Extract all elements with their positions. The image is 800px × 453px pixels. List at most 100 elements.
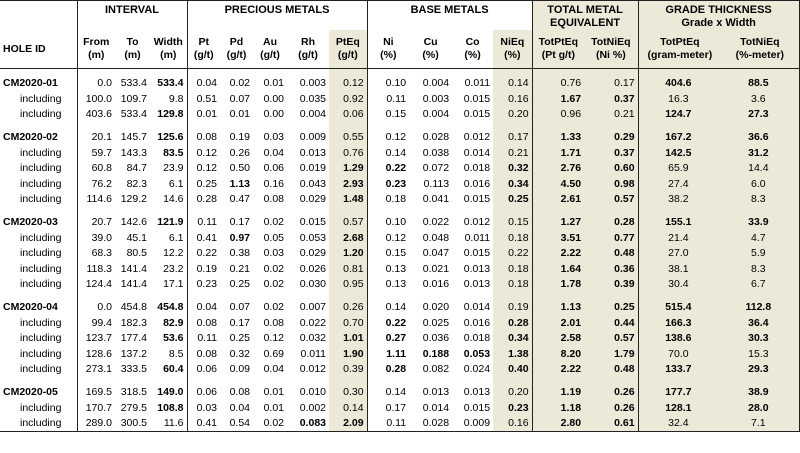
- value-cell: 0.40: [493, 362, 533, 378]
- value-cell: 0.08: [263, 316, 285, 329]
- value-cell: 0.011: [464, 231, 491, 244]
- value-cell: 0.10: [366, 214, 410, 231]
- value-cell: 0.23: [493, 400, 533, 416]
- value-cell: 0.12: [366, 129, 410, 146]
- value-cell: 0.76: [329, 145, 368, 161]
- hole-id-cell: including: [20, 401, 62, 414]
- value-cell: 38.9: [721, 384, 800, 401]
- spacer-cell: [0, 208, 77, 215]
- spacer-cell: [721, 377, 800, 385]
- column-header: To (m): [115, 30, 150, 69]
- column-header-name: Width: [153, 36, 183, 48]
- value-cell: 0.08: [186, 346, 221, 363]
- value-cell: 28.0: [721, 400, 800, 416]
- spacer-cell: [186, 68, 221, 76]
- spacer-row: [0, 122, 800, 130]
- including-row: including 76.2 82.3 6.1 0.25 1.13 0.16 0.043 2.9…: [0, 176, 800, 193]
- value-cell: 0.02: [263, 301, 285, 314]
- hole-id-cell: CM2020-02: [3, 131, 58, 144]
- value-cell: 0.28: [584, 214, 639, 231]
- value-cell: 0.23: [366, 176, 410, 193]
- spacer-cell: [76, 292, 115, 300]
- value-cell: 0.04: [186, 76, 221, 92]
- spacer-cell: [493, 377, 533, 385]
- value-cell: 177.4: [120, 332, 147, 345]
- hole-row: CM2020-05 169.5 318.5 149.0 0.06 0.08 0.01 0.01…: [0, 384, 800, 401]
- spacer-cell: [531, 377, 585, 385]
- value-cell: 0.14: [366, 145, 410, 161]
- spacer-cell: [409, 69, 452, 77]
- value-cell: 88.5: [721, 76, 800, 92]
- value-cell: 20.1: [76, 129, 115, 146]
- value-cell: 0.01: [263, 401, 285, 414]
- value-cell: 533.4: [120, 77, 147, 90]
- value-cell: 454.8: [157, 301, 184, 314]
- value-cell: 6.1: [168, 177, 184, 190]
- hole-id-cell: including: [20, 162, 62, 175]
- value-cell: 20.7: [76, 214, 115, 231]
- value-cell: 0.036: [422, 332, 450, 345]
- value-cell: 0.21: [584, 107, 639, 123]
- spacer-cell: [150, 378, 187, 385]
- hole-id-cell: including: [20, 316, 62, 329]
- spacer-cell: [186, 377, 221, 385]
- value-cell: 17.1: [163, 278, 184, 291]
- precious-metals-group-header: PRECIOUS METALS: [186, 0, 368, 30]
- value-cell: 1.20: [329, 245, 368, 262]
- grade-thickness-subtitle: Grade x Width: [681, 17, 756, 29]
- including-row: including 60.8 84.7 23.9 0.12 0.50 0.06 0.019 1.…: [0, 160, 800, 177]
- value-cell: 0.12: [263, 332, 285, 345]
- hole-row: CM2020-02 20.1 145.7 125.6 0.08 0.19 0.03 0.009…: [0, 129, 800, 146]
- spacer-cell: [220, 123, 253, 130]
- value-cell: 1.79: [584, 346, 639, 363]
- value-cell: 1.13: [531, 299, 585, 316]
- value-cell: 0.25: [493, 192, 533, 208]
- value-cell: 1.27: [531, 214, 585, 231]
- value-cell: 0.20: [493, 384, 533, 401]
- value-cell: 0.11: [366, 91, 410, 108]
- value-cell: 273.1: [76, 362, 115, 378]
- spacer-cell: [493, 292, 533, 300]
- column-header: PtEq (g/t): [329, 30, 368, 69]
- value-cell: 0.20: [493, 107, 533, 123]
- value-cell: 0.06: [329, 107, 368, 123]
- spacer-cell: [329, 377, 368, 385]
- value-cell: 149.0: [157, 385, 184, 398]
- value-cell: 1.29: [329, 160, 368, 177]
- value-cell: 0.10: [366, 76, 410, 92]
- value-cell: 0.012: [299, 363, 327, 376]
- value-cell: 0.30: [329, 384, 368, 401]
- value-cell: 133.7: [637, 362, 722, 378]
- value-cell: 8.5: [168, 347, 184, 360]
- including-row: including 68.3 80.5 12.2 0.22 0.38 0.03 0.029 1.…: [0, 245, 800, 262]
- value-cell: 0.02: [263, 262, 285, 275]
- value-cell: 12.2: [163, 247, 184, 260]
- column-header-unit: (%): [380, 49, 397, 61]
- column-header-name: Rh: [301, 36, 316, 48]
- value-cell: 0.04: [229, 401, 251, 414]
- spacer-cell: [721, 207, 800, 215]
- value-cell: 0.05: [263, 231, 285, 244]
- value-cell: 0.022: [422, 216, 450, 229]
- spacer-cell: [287, 293, 329, 300]
- value-cell: 0.013: [422, 385, 450, 398]
- spacer-cell: [366, 122, 410, 130]
- spacer-cell: [253, 208, 287, 215]
- including-row: including 118.3 141.4 23.2 0.19 0.21 0.02 0.026…: [0, 261, 800, 278]
- value-cell: 0.07: [229, 92, 251, 105]
- value-cell: 0.01: [186, 107, 221, 123]
- hole-id-cell: including: [0, 415, 77, 433]
- value-cell: 124.7: [637, 107, 722, 123]
- value-cell: 0.013: [463, 385, 491, 398]
- value-cell: 0.038: [422, 146, 450, 159]
- value-cell: 0.03: [263, 131, 285, 144]
- spacer-cell: [366, 207, 410, 215]
- value-cell: 0.29: [584, 129, 639, 146]
- including-row: including 99.4 182.3 82.9 0.08 0.17 0.08 0.022 0…: [0, 315, 800, 331]
- value-cell: 38.1: [637, 261, 722, 278]
- hole-id-cell: CM2020-01: [3, 77, 58, 90]
- value-cell: 0.041: [422, 193, 450, 206]
- value-cell: 2.93: [329, 176, 368, 193]
- value-cell: 0.013: [463, 262, 491, 275]
- value-cell: 2.80: [531, 415, 585, 433]
